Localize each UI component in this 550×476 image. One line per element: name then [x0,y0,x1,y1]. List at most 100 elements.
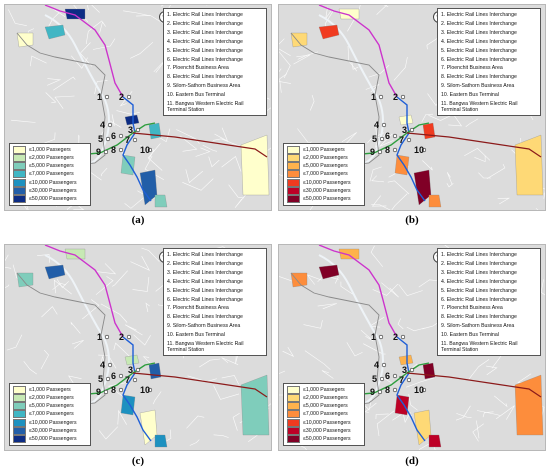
district-boundary [282,346,295,357]
district-boundary [364,402,377,413]
rail-line-blue [396,336,426,442]
legend-label: ≤7,000 Passengers [29,411,74,418]
marker-number: 4 [100,120,105,130]
passenger-legend-row: ≤5,000 Passengers [287,162,361,171]
district-boundary [279,68,291,84]
legend-swatch [287,434,300,443]
station-marker [381,362,387,368]
passenger-legend-row: ≤10,000 Passengers [13,418,87,427]
district-boundary [398,284,423,297]
district-boundary [8,9,27,26]
rail-line-airport [406,132,542,158]
station-marker [379,136,385,142]
station-marker [381,122,387,128]
site-legend-item: 7. Ploenchit Business Area [441,65,503,72]
district-boundary [467,359,490,381]
station-marker [118,133,124,139]
legend-swatch [13,393,26,402]
district-boundary [482,411,494,418]
district-boundary [71,55,88,69]
marker-number: 8 [111,385,116,395]
station-marker [135,127,141,133]
district-boundary [421,113,434,123]
marker-number: 6 [111,371,116,381]
legend-label: ≤30,000 Passengers [29,427,77,434]
station-marker [118,373,124,379]
passenger-legend-row: ≤10,000 Passengers [13,178,87,187]
site-legend-item: 6. Electric Rail Lines Interchange [167,56,243,63]
district-boundary [144,155,165,180]
marker-number: 7 [125,375,130,385]
district-boundary [317,303,337,310]
rail-line-purple [318,5,398,98]
district-boundary [212,138,241,147]
legend-swatch [13,402,26,411]
district-boundary [465,118,479,127]
district-boundary [476,410,500,416]
district-boundary [176,129,200,144]
legend-label: ≤1,000 Passegers [303,386,345,393]
site-legend-item: 2. Electric Rail Lines Interchange [441,20,517,27]
passenger-legend: ≤1,000 Passegers ≤2,000 Passengers ≤5,00… [283,142,365,206]
district-boundary [145,302,150,313]
station-marker [392,147,398,153]
marker-number: 3 [402,125,407,135]
passenger-legend-row: ≤10,000 Passengers [287,178,361,187]
site-legend-item: 4. Electric Rail Lines Interchange [167,278,243,285]
marker-number: 5 [98,374,103,384]
legend-label: ≤5,000 Passengers [303,403,348,410]
passenger-zone [16,32,34,48]
rail-line-purple [44,245,124,338]
district-boundary [107,382,128,397]
site-legend: 1. Electric Rail Lines Interchange 2. El… [437,248,541,357]
district-boundary [125,324,143,336]
district-boundary [478,172,492,179]
district-boundary [180,135,198,152]
site-legend-item: 7. Ploenchit Business Area [167,65,229,72]
district-boundary [53,279,72,295]
district-boundary [446,183,454,188]
panel-label: (a) [131,214,145,226]
station-marker [107,122,113,128]
passenger-legend-row: ≤7,000 Passengers [287,170,361,179]
district-boundary [371,195,387,207]
marker-number: 1 [97,332,102,342]
passenger-legend-row: ≤30,000 Passengers [13,426,87,435]
site-legend: 1. Electric Rail Lines Interchange 2. El… [437,8,541,117]
station-marker [104,94,110,100]
station-marker [392,133,398,139]
station-marker [147,387,153,393]
rail-line-purple [318,245,398,338]
station-marker [118,387,124,393]
district-boundary [340,281,355,296]
district-boundary [116,110,140,115]
passenger-zone [514,134,544,196]
passenger-legend-row: ≤30,000 Passengers [287,186,361,195]
passenger-legend-row: ≤1,000 Passegers [13,385,87,394]
legend-label: ≤30,000 Passengers [303,427,351,434]
map-panel-a: 1234567891011 ⊕ 1. Electric Rail Lines I… [4,4,272,211]
legend-swatch [13,145,26,154]
site-legend-item: 8. Electric Rail Lines Interchange [167,74,243,81]
district-boundary [472,423,484,442]
legend-swatch [287,426,300,435]
legend-label: ≤5,000 Passengers [303,163,348,170]
site-legend-item: 6. Electric Rail Lines Interchange [441,296,517,303]
district-boundary [368,64,390,78]
site-legend-item: 5. Electric Rail Lines Interchange [441,47,517,54]
district-boundary [304,350,331,370]
rail-line-airport [132,132,268,158]
marker-number: 8 [111,145,116,155]
passenger-zone [422,122,436,140]
passenger-legend-row: ≤2,000 Passengers [287,393,361,402]
passenger-zone [240,134,270,196]
marker-number: 4 [100,360,105,370]
passenger-zone [240,374,270,436]
passenger-legend-row: ≤30,000 Passengers [287,426,361,435]
site-legend-item: 2. Electric Rail Lines Interchange [167,260,243,267]
station-marker [378,94,384,100]
district-boundary [369,166,382,182]
passenger-zone [318,24,340,40]
marker-number: 1 [371,332,376,342]
district-boundary [264,147,271,154]
